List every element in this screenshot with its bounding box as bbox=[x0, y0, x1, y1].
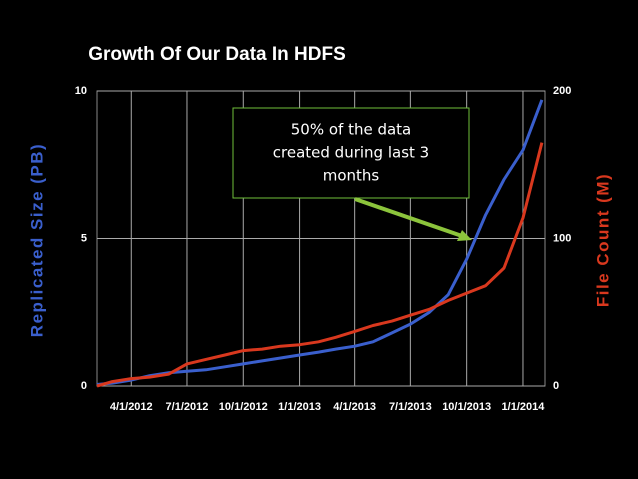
annotation-text: months bbox=[323, 167, 380, 185]
y-tick-label: 5 bbox=[81, 232, 87, 244]
series-line bbox=[96, 142, 544, 388]
x-tick-label: 4/1/2012 bbox=[110, 401, 153, 413]
x-tick-label: 1/1/2013 bbox=[278, 401, 321, 413]
y-tick-label: 0 bbox=[81, 380, 87, 392]
x-tick-label: 1/1/2014 bbox=[502, 401, 546, 413]
annotation-arrow bbox=[354, 197, 463, 238]
x-tick-label: 10/1/2012 bbox=[219, 401, 268, 413]
y2-tick-label: 100 bbox=[553, 232, 571, 244]
y2-tick-label: 0 bbox=[553, 380, 559, 392]
annotation-arrowhead bbox=[457, 230, 472, 241]
y2-tick-label: 200 bbox=[553, 85, 571, 97]
x-tick-label: 4/1/2013 bbox=[333, 401, 376, 413]
x-tick-label: 7/1/2012 bbox=[166, 401, 209, 413]
annotation-text: created during last 3 bbox=[273, 144, 429, 162]
annotation-box bbox=[232, 107, 470, 199]
x-tick-label: 10/1/2013 bbox=[442, 401, 491, 413]
annotation-text: 50% of the data bbox=[291, 121, 412, 139]
y-axis-title: Replicated Size (PB) bbox=[27, 143, 46, 337]
x-tick-label: 7/1/2013 bbox=[389, 401, 432, 413]
y-tick-label: 10 bbox=[75, 85, 87, 97]
y2-axis-title: File Count (M) bbox=[593, 173, 612, 307]
chart-title: Growth Of Our Data In HDFS bbox=[88, 44, 346, 65]
